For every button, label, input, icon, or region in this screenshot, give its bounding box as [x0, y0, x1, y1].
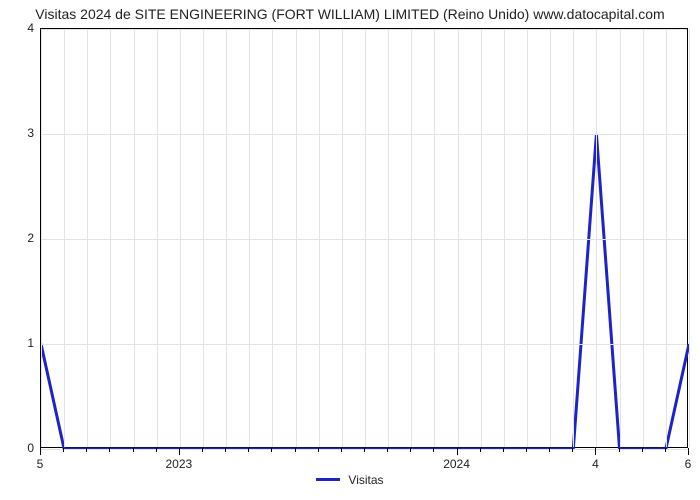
grid-line-v: [411, 29, 412, 447]
grid-line-v: [319, 29, 320, 447]
x-tick-minor: [318, 448, 319, 452]
legend-item-visitas: Visitas: [316, 473, 383, 487]
grid-line-v: [110, 29, 111, 447]
grid-line-v: [388, 29, 389, 447]
grid-line-v: [643, 29, 644, 447]
grid-line-v: [573, 29, 574, 447]
grid-line-v: [226, 29, 227, 447]
grid-line-v: [157, 29, 158, 447]
x-tick-minor: [665, 448, 666, 452]
grid-line-h: [41, 134, 687, 135]
x-tick-minor: [248, 448, 249, 452]
x-tick-label: 6: [685, 457, 692, 471]
grid-line-v: [41, 29, 42, 447]
x-tick-minor: [364, 448, 365, 452]
grid-line-v: [203, 29, 204, 447]
grid-line-v: [666, 29, 667, 447]
x-tick-minor: [619, 448, 620, 452]
x-tick-minor: [63, 448, 64, 452]
grid-line-h: [41, 344, 687, 345]
x-tick-minor: [572, 448, 573, 452]
x-tick-minor: [271, 448, 272, 452]
grid-line-h: [41, 29, 687, 30]
y-tick-label: 1: [27, 336, 34, 350]
grid-line-v: [550, 29, 551, 447]
x-tick-label: 4: [592, 457, 599, 471]
x-tick-minor: [410, 448, 411, 452]
grid-line-v: [249, 29, 250, 447]
y-tick-label: 0: [27, 441, 34, 455]
grid-line-v: [87, 29, 88, 447]
grid-line-v: [596, 29, 597, 447]
y-tick-label: 2: [27, 231, 34, 245]
legend: Visitas: [0, 470, 700, 487]
legend-swatch: [316, 478, 340, 481]
x-tick-minor: [86, 448, 87, 452]
legend-label: Visitas: [348, 473, 383, 487]
x-tick-minor: [642, 448, 643, 452]
x-tick-minor: [133, 448, 134, 452]
x-tick-major: [179, 448, 180, 455]
grid-line-v: [272, 29, 273, 447]
x-tick-minor: [295, 448, 296, 452]
grid-line-v: [342, 29, 343, 447]
chart-root: Visitas 2024 de SITE ENGINEERING (FORT W…: [0, 0, 700, 500]
y-tick-label: 3: [27, 126, 34, 140]
grid-line-v: [504, 29, 505, 447]
x-tick-label: 2024: [443, 457, 470, 471]
x-tick-minor: [549, 448, 550, 452]
x-tick-minor: [225, 448, 226, 452]
plot-area: [40, 28, 688, 448]
x-tick-minor: [156, 448, 157, 452]
x-tick-minor: [109, 448, 110, 452]
x-tick-minor: [341, 448, 342, 452]
grid-line-v: [296, 29, 297, 447]
grid-line-v: [365, 29, 366, 447]
y-tick-label: 4: [27, 21, 34, 35]
x-tick-minor: [387, 448, 388, 452]
x-tick-major: [457, 448, 458, 455]
grid-line-h: [41, 239, 687, 240]
grid-line-v: [64, 29, 65, 447]
grid-line-v: [458, 29, 459, 447]
grid-line-v: [134, 29, 135, 447]
chart-title: Visitas 2024 de SITE ENGINEERING (FORT W…: [0, 6, 700, 22]
grid-line-v: [434, 29, 435, 447]
x-tick-minor: [526, 448, 527, 452]
x-tick-minor: [480, 448, 481, 452]
grid-line-v: [481, 29, 482, 447]
x-tick-minor: [433, 448, 434, 452]
x-tick-minor: [503, 448, 504, 452]
x-tick-label: 2023: [165, 457, 192, 471]
x-tick-label: 5: [37, 457, 44, 471]
grid-line-v: [689, 29, 690, 447]
x-tick-major: [688, 448, 689, 455]
grid-line-v: [527, 29, 528, 447]
grid-line-v: [620, 29, 621, 447]
x-tick-major: [595, 448, 596, 455]
grid-line-v: [180, 29, 181, 447]
x-tick-major: [40, 448, 41, 455]
x-tick-minor: [202, 448, 203, 452]
